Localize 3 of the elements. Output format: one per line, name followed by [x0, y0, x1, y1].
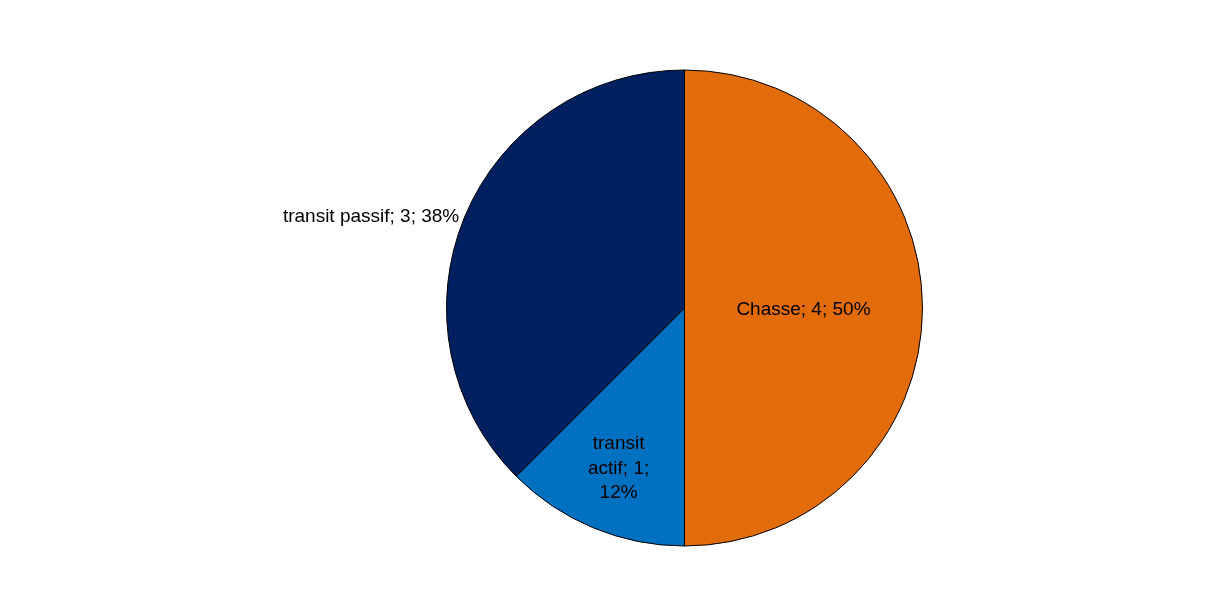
slice-label: Chasse; 4; 50%: [736, 297, 871, 319]
slice-label: transit actif; 1; 12%: [588, 431, 650, 503]
slice-label: transit passif; 3; 38%: [282, 204, 460, 226]
